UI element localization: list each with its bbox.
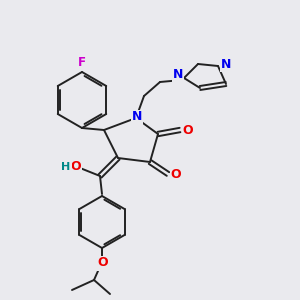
Text: N: N [221,58,231,70]
Text: O: O [98,256,108,269]
Text: N: N [132,110,142,124]
Text: F: F [78,56,86,70]
Text: O: O [171,167,181,181]
Text: N: N [173,68,183,80]
Text: O: O [183,124,193,136]
Text: O: O [71,160,81,173]
Text: H: H [61,162,70,172]
